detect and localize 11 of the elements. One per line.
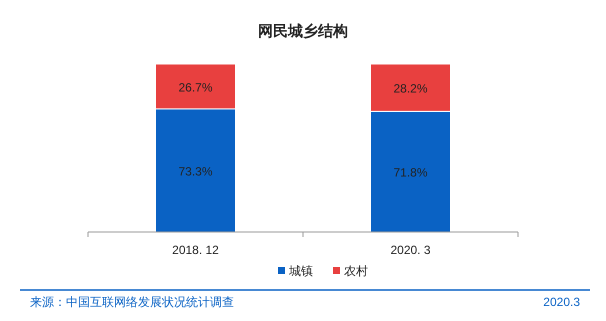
source-note: 来源：中国互联网络发展状况统计调查 [30,295,234,309]
legend-label: 农村 [344,264,368,278]
legend-label: 城镇 [288,264,313,278]
x-tick-label: 2018. 12 [172,243,220,257]
data-label: 71.8% [393,166,428,180]
data-label: 73.3% [178,164,213,178]
text: 2020.3 [543,295,580,309]
data-label: 28.2% [393,82,428,96]
x-tick-label: 2020. 3 [390,243,431,257]
chart-title: 网民城乡结构 [258,23,348,40]
data-label: 26.7% [178,80,213,94]
